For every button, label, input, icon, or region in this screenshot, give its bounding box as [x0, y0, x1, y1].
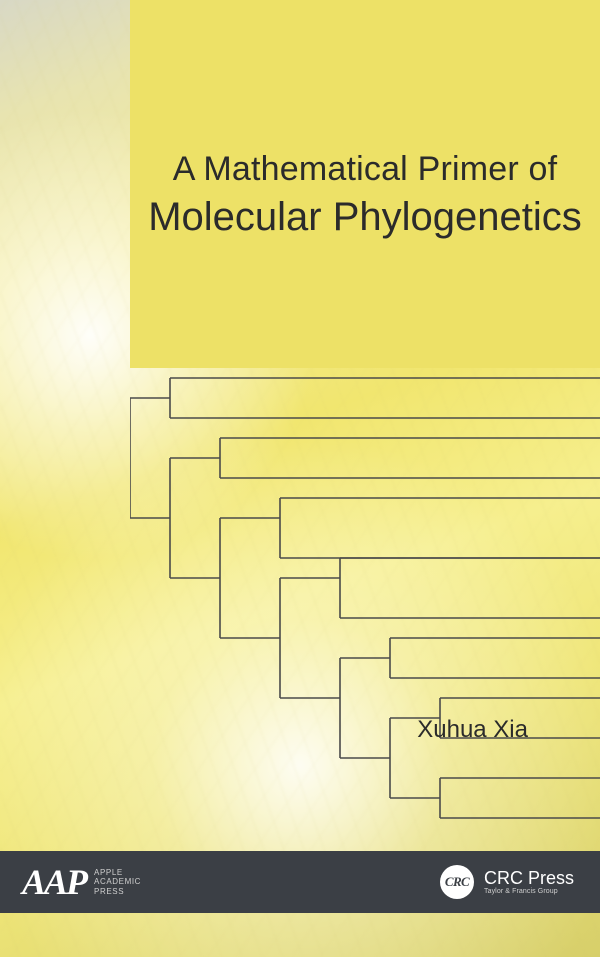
title-panel: A Mathematical Primer of Molecular Phylo…: [130, 0, 600, 368]
author-name: Xuhua Xia: [417, 716, 528, 744]
aap-line3: PRESS: [94, 887, 124, 896]
phylogenetic-tree-diagram: [130, 368, 600, 838]
publisher-left: AAP APPLE ACADEMIC PRESS: [22, 864, 141, 900]
title-line-2: Molecular Phylogenetics: [130, 195, 600, 240]
crc-press-name: CRC Press: [484, 869, 574, 888]
crc-text-block: CRC Press Taylor & Francis Group: [484, 869, 574, 895]
book-cover: A Mathematical Primer of Molecular Phylo…: [0, 0, 600, 957]
crc-badge-icon: CRC: [440, 865, 474, 899]
crc-tagline: Taylor & Francis Group: [484, 888, 574, 895]
aap-line2: ACADEMIC: [94, 877, 141, 886]
title-line-1: A Mathematical Primer of: [130, 150, 600, 189]
aap-logo: AAP: [22, 864, 86, 900]
tree-svg: [130, 368, 600, 838]
publisher-right: CRC CRC Press Taylor & Francis Group: [440, 865, 574, 899]
aap-line1: APPLE: [94, 868, 123, 877]
publisher-band: AAP APPLE ACADEMIC PRESS CRC CRC Press T…: [0, 851, 600, 913]
title-block: A Mathematical Primer of Molecular Phylo…: [130, 150, 600, 240]
aap-small-text: APPLE ACADEMIC PRESS: [94, 868, 141, 896]
